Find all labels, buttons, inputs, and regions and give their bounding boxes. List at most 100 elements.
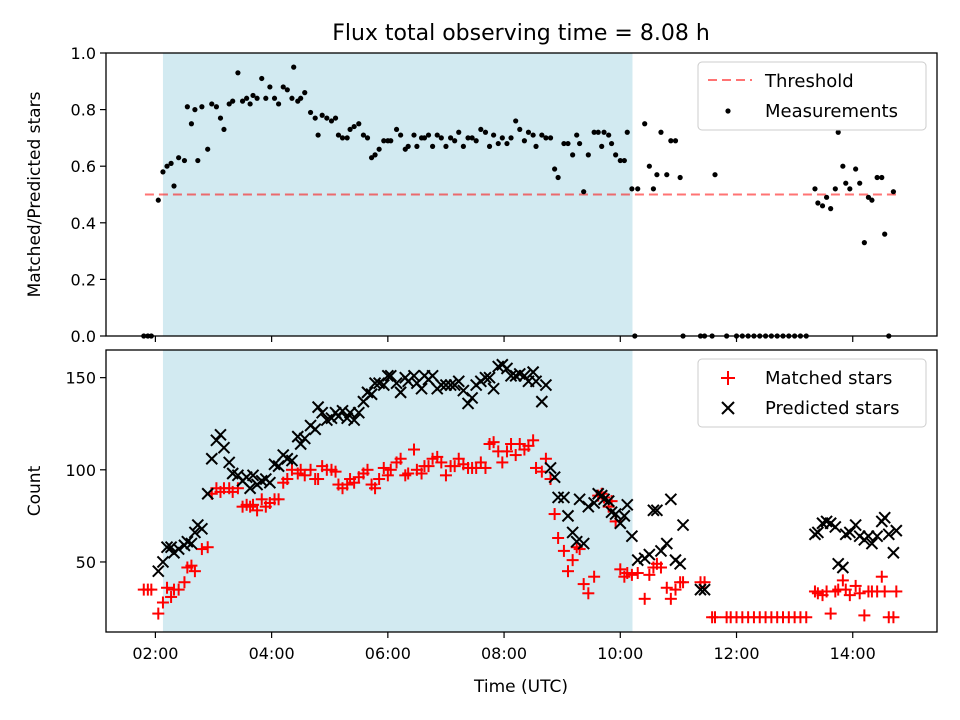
measurement-point-157: [847, 186, 853, 192]
measurement-point-46: [332, 115, 339, 121]
measurement-point-99: [555, 174, 561, 181]
measurement-point-163: [874, 174, 880, 181]
predicted-marker-92: [539, 378, 553, 392]
predicted-marker-90: [529, 375, 543, 388]
chart-title: Flux total observing time = 8.08 h: [332, 21, 710, 46]
predicted-marker-97: [561, 509, 575, 523]
measurement-point-109: [599, 143, 605, 149]
matched-marker-52: [361, 463, 374, 476]
measurement-point-78: [465, 135, 471, 141]
matched-marker-151: [829, 585, 842, 598]
matched-marker-122: [660, 581, 673, 594]
predicted-marker-27: [263, 476, 277, 489]
predicted-marker-47: [347, 413, 361, 427]
measurement-point-95: [539, 132, 545, 138]
predicted-marker-75: [465, 391, 479, 405]
matched-marker-95: [544, 473, 557, 486]
measurement-point-81: [478, 126, 484, 133]
predicted-marker-57: [390, 376, 403, 390]
measurement-point-13: [195, 157, 201, 164]
matched-marker-156: [849, 579, 862, 592]
matched-marker-104: [582, 587, 595, 600]
matched-marker-118: [643, 568, 656, 581]
predicted-marker-74: [461, 397, 475, 410]
matched-marker-57: [381, 469, 394, 482]
matched-marker-155: [843, 589, 856, 602]
measurement-point-27: [254, 95, 260, 101]
measurement-point-74: [448, 135, 454, 141]
predicted-marker-7: [181, 535, 194, 548]
measurement-point-76: [456, 129, 462, 135]
matched-marker-40: [312, 473, 325, 486]
top-ytick-label-5: 1.0: [71, 44, 96, 63]
predicted-marker-135: [839, 528, 852, 541]
predicted-marker-58: [394, 386, 407, 399]
predicted-marker-126: [698, 583, 711, 596]
measurement-point-19: [221, 126, 227, 133]
predicted-marker-23: [246, 469, 260, 482]
top-ytick-label-2: 0.4: [71, 214, 96, 233]
measurement-point-62: [398, 132, 404, 138]
matched-marker-166: [890, 585, 903, 598]
measurement-point-115: [621, 157, 627, 164]
measurement-point-156: [843, 180, 849, 186]
predicted-marker-32: [285, 454, 299, 467]
measurement-point-154: [835, 129, 841, 135]
measurement-point-85: [495, 140, 501, 147]
predicted-marker-101: [577, 537, 590, 550]
measurement-point-5: [164, 163, 170, 169]
measurement-point-84: [491, 132, 497, 138]
matched-marker-99: [561, 565, 574, 578]
measurement-point-88: [508, 135, 514, 141]
matched-marker-67: [422, 460, 435, 473]
matched-marker-47: [341, 478, 354, 491]
measurement-point-12: [192, 107, 198, 113]
measurement-point-8: [176, 155, 182, 161]
predicted-marker-54: [377, 378, 390, 392]
matched-marker-61: [399, 469, 412, 482]
bottom-ylabel: Count: [25, 465, 45, 516]
measurement-point-114: [617, 157, 623, 164]
measurement-point-165: [882, 231, 888, 237]
matched-marker-80: [479, 461, 492, 474]
measurement-point-65: [411, 132, 417, 138]
predicted-marker-56: [384, 369, 397, 383]
measurement-point-23: [239, 98, 246, 104]
measurement-point-162: [869, 197, 875, 203]
measurement-point-29: [263, 95, 269, 101]
predicted-marker-61: [407, 369, 421, 383]
matched-marker-126: [677, 576, 690, 589]
bottom-axes-frame: [105, 349, 938, 633]
measurement-point-33: [280, 84, 286, 90]
measurement-point-70: [429, 143, 436, 149]
measurement-point-153: [832, 186, 838, 192]
measurement-point-15: [205, 146, 211, 152]
measurement-point-96: [543, 135, 549, 141]
predicted-marker-44: [336, 404, 349, 418]
predicted-marker-102: [582, 500, 595, 513]
matched-marker-37: [298, 469, 311, 482]
predicted-marker-33: [291, 430, 304, 443]
measurement-point-57: [376, 146, 382, 152]
predicted-marker-132: [829, 520, 842, 534]
predicted-marker-87: [518, 369, 531, 383]
matched-marker-145: [800, 611, 813, 624]
measurement-point-117: [629, 186, 635, 192]
matched-marker-5: [161, 581, 174, 594]
xtick-label-2: 06:00: [365, 644, 411, 663]
measurement-point-28: [259, 75, 265, 82]
predicted-marker-51: [365, 388, 378, 401]
matched-marker-62: [402, 467, 415, 480]
matched-marker-6: [165, 590, 178, 603]
measurement-point-56: [372, 152, 378, 158]
matched-marker-121: [654, 561, 667, 574]
measurement-point-30: [267, 84, 273, 90]
predicted-marker-107: [602, 494, 615, 508]
matched-marker-73: [448, 460, 461, 473]
top-legend-box: [697, 61, 927, 131]
predicted-marker-50: [361, 386, 374, 399]
predicted-marker-116: [643, 548, 656, 561]
matched-marker-82: [487, 436, 500, 449]
measurement-point-112: [608, 140, 615, 147]
measurement-point-68: [421, 135, 428, 141]
